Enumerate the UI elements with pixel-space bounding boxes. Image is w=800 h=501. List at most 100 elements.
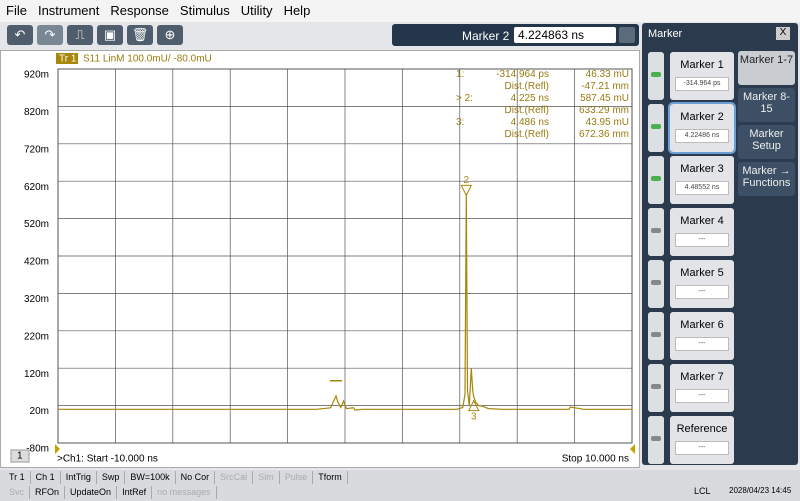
marker-button-label: Marker 6 <box>680 319 724 331</box>
zoom-button[interactable]: ⊕ <box>157 25 183 45</box>
marker-triangle <box>460 184 473 197</box>
marker-button-value: 4.48552 ns <box>675 181 729 195</box>
y-tick-label: 520m <box>24 219 49 230</box>
readout-row: > 2: 4.225 ns 587.45 mU <box>456 93 631 105</box>
edge-arrow <box>55 444 60 454</box>
marker-button[interactable]: Marker 1 -314.964 ps <box>670 52 734 100</box>
marker-button-label: Marker 3 <box>680 163 724 175</box>
marker-entry: Marker 2 4.224863 ns <box>392 24 639 46</box>
panel-tab[interactable]: Marker → Functions <box>738 162 795 196</box>
marker-led <box>648 208 664 256</box>
menu-item[interactable]: File <box>6 3 27 18</box>
readout-response: 633.29 mm <box>578 105 629 116</box>
status-item: IntTrig <box>61 471 97 484</box>
display-button[interactable]: ▣ <box>97 25 123 45</box>
marker-button-value: --- <box>675 233 729 247</box>
close-button[interactable]: X <box>776 27 790 40</box>
marker-button-value: --- <box>675 337 729 351</box>
y-tick-label: -80m <box>26 444 49 455</box>
status-item: SrcCal <box>215 471 254 484</box>
led-light <box>651 72 661 77</box>
y-tick-label: 620m <box>24 182 49 193</box>
readout-stimulus: 4.486 ns <box>510 117 549 128</box>
marker-button[interactable]: Marker 3 4.48552 ns <box>670 156 734 204</box>
y-tick-label: 820m <box>24 107 49 118</box>
status-item: Svc <box>4 486 31 499</box>
led-light <box>651 124 661 129</box>
marker-led <box>648 156 664 204</box>
readout-response: 672.36 mm <box>578 129 629 140</box>
trace-tag: Tr 1 <box>59 54 77 65</box>
readout-stimulus: Dist.(Refl) <box>504 129 549 140</box>
marker-button[interactable]: Marker 4 --- <box>670 208 734 256</box>
panel-tab[interactable]: Marker 1-7 <box>738 51 795 85</box>
panel-tab[interactable]: Marker Setup <box>738 125 795 159</box>
readout-stimulus: Dist.(Refl) <box>504 81 549 92</box>
marker-led <box>648 260 664 308</box>
marker-button-label: Marker 4 <box>680 215 724 227</box>
marker-entry-value[interactable]: 4.224863 ns <box>514 27 616 43</box>
marker-button-value: -314.964 ps <box>675 77 729 91</box>
marker-button-label: Marker 7 <box>680 371 724 383</box>
marker-button-value: --- <box>675 441 729 455</box>
chart-area: Tr 1 S11 LinM 100.0mU/ -80.0mU 1 >Ch1: S… <box>0 50 640 468</box>
marker-button-value: --- <box>675 285 729 299</box>
trace-button[interactable]: ⎍ <box>67 25 93 45</box>
menu-item[interactable]: Stimulus <box>179 3 230 18</box>
keypad-button[interactable] <box>619 27 635 43</box>
marker-label: 2 <box>463 175 469 186</box>
status-item: No Cor <box>176 471 216 484</box>
redo-button[interactable]: ↷ <box>37 25 63 45</box>
marker-button[interactable]: Reference --- <box>670 416 734 464</box>
readout-stimulus: 4.225 ns <box>510 93 549 104</box>
lcl-indicator: LCL <box>694 486 711 496</box>
readout-stimulus: -314.964 ps <box>496 69 549 80</box>
y-tick-label: 720m <box>24 144 49 155</box>
marker-button[interactable]: Marker 5 --- <box>670 260 734 308</box>
marker-entry-label: Marker 2 <box>462 29 510 43</box>
trace-tag-bg <box>56 53 78 64</box>
marker-button-label: Marker 1 <box>680 59 724 71</box>
marker-triangle <box>467 399 480 412</box>
trace-label: S11 LinM 100.0mU/ -80.0mU <box>83 54 212 65</box>
readout-row: 3: 4.486 ns 43.95 mU <box>456 117 631 129</box>
led-light <box>651 280 661 285</box>
status-item: IntRef <box>117 486 153 499</box>
y-tick-label: 20m <box>30 406 49 417</box>
delete-button[interactable]: 🗑 <box>127 25 153 45</box>
readout-row: Dist.(Refl) 672.36 mm <box>456 129 631 141</box>
status-item: Pulse <box>280 471 314 484</box>
marker-button[interactable]: Marker 6 --- <box>670 312 734 360</box>
status-item: Sim <box>253 471 280 484</box>
menu-item[interactable]: Utility <box>240 3 273 18</box>
menu-item[interactable]: Instrument <box>37 3 100 18</box>
datetime: 2028/04/23 14:45 <box>729 486 792 495</box>
status-item: Tr 1 <box>4 471 31 484</box>
stop-label: Stop 10.000 ns <box>562 454 629 465</box>
led-light <box>651 176 661 181</box>
channel-number: 1 <box>17 451 23 462</box>
start-label: >Ch1: Start -10.000 ns <box>57 454 158 465</box>
status-bar: Tr 1 Ch 1 IntTrig Swp BW=100k No Cor SrcCal Sim… <box>0 470 800 501</box>
readout-index: 1: <box>456 69 465 80</box>
y-tick-label: 920m <box>24 70 49 81</box>
readout-index: > 2: <box>456 93 473 104</box>
led-light <box>651 384 661 389</box>
panel-tab[interactable]: Marker 8-15 <box>738 88 795 122</box>
menu-item[interactable]: Help <box>283 3 311 18</box>
edge-arrow <box>630 444 635 454</box>
status-item: UpdateOn <box>65 486 118 499</box>
readout-row: 1: -314.964 ps 46.33 mU <box>456 69 631 81</box>
marker-readouts: 1: -314.964 ps 46.33 mU Dist.(Refl) -47.21 m… <box>456 69 631 141</box>
readout-index: 3: <box>456 117 465 128</box>
readout-row: Dist.(Refl) 633.29 mm <box>456 105 631 117</box>
marker-button[interactable]: Marker 7 --- <box>670 364 734 412</box>
marker-button-value: 4.22486 ns <box>675 129 729 143</box>
trace <box>58 193 632 411</box>
marker-button[interactable]: Marker 2 4.22486 ns <box>668 102 736 154</box>
undo-button[interactable]: ↶ <box>7 25 33 45</box>
readout-row: Dist.(Refl) -47.21 mm <box>456 81 631 93</box>
menu-item[interactable]: Response <box>110 3 169 18</box>
marker-button-value: --- <box>675 389 729 403</box>
